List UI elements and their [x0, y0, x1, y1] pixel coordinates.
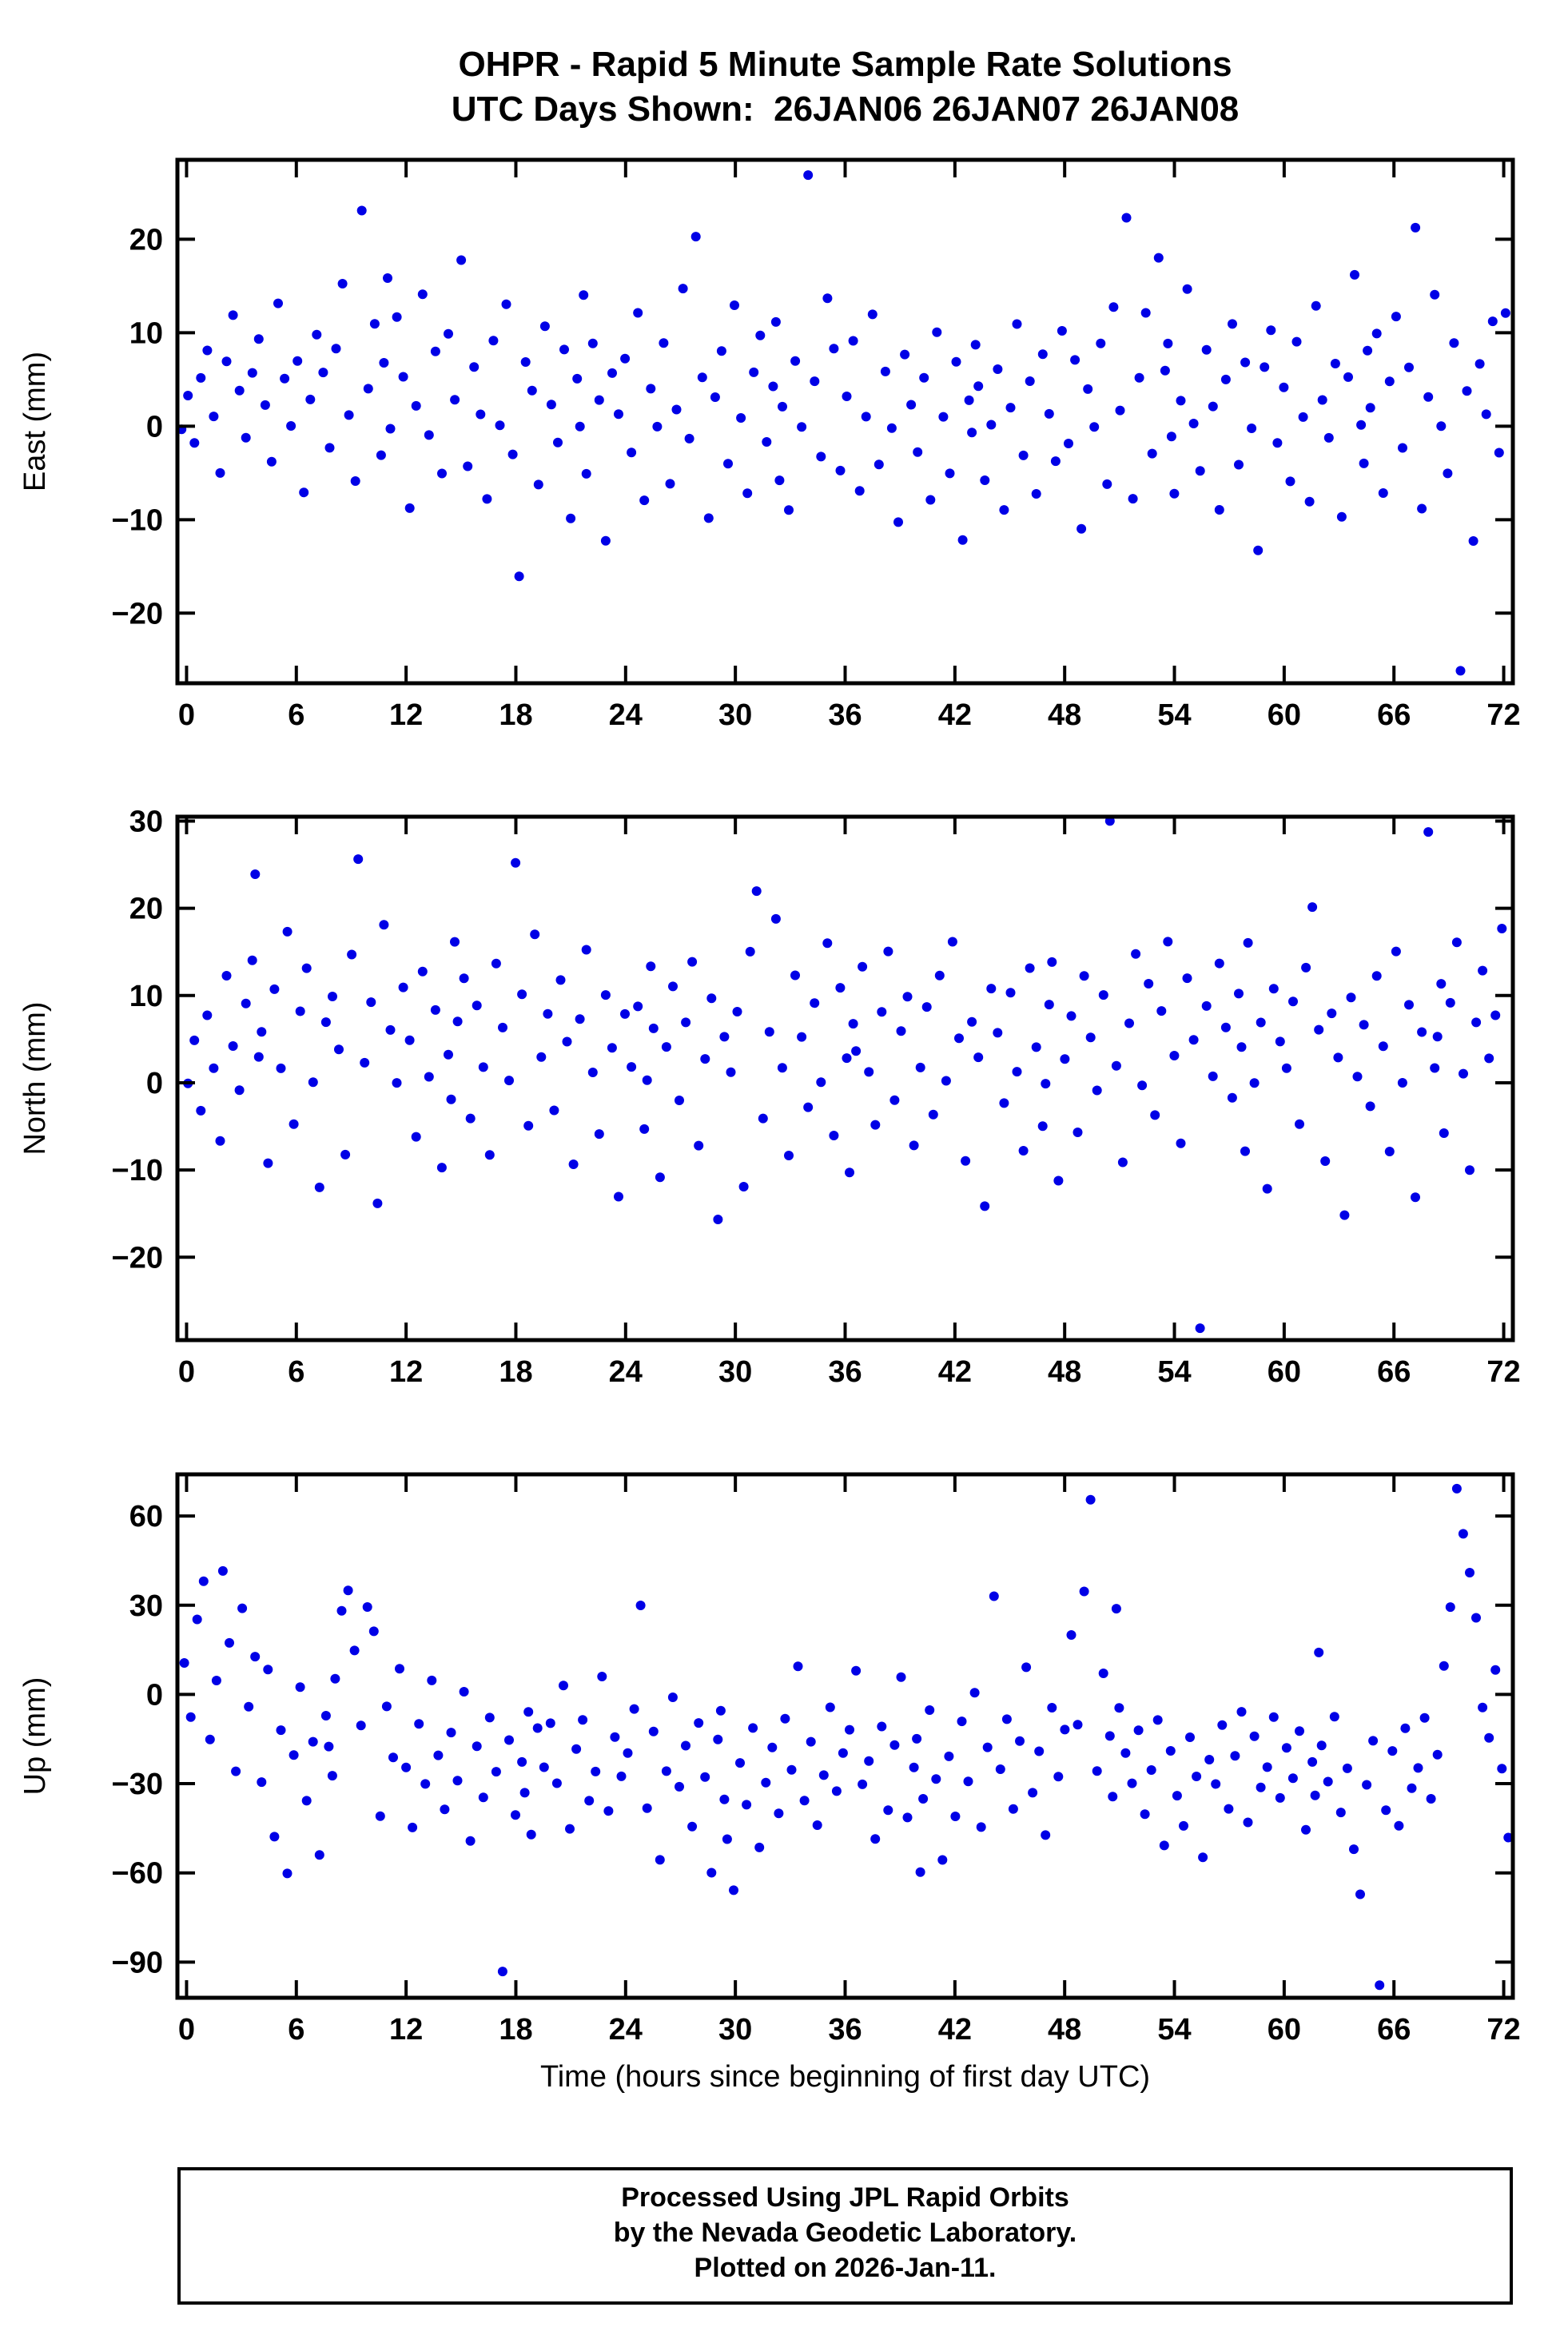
- svg-text:66: 66: [1377, 1355, 1411, 1389]
- svg-text:18: 18: [499, 698, 532, 732]
- svg-text:60: 60: [129, 1500, 163, 1533]
- svg-text:30: 30: [129, 1589, 163, 1623]
- svg-text:18: 18: [499, 2013, 532, 2047]
- up-panel-chart: 0 6 12 18 24 30 36 42 48 54 60 66 72 −90 −60 −30 0 30 60 Up…: [18, 1472, 1521, 2047]
- svg-text:54: 54: [1157, 2013, 1191, 2047]
- axes-frame: [175, 1472, 1515, 2000]
- svg-text:54: 54: [1157, 698, 1191, 732]
- y-axis-label-north: North (mm): [18, 1001, 52, 1155]
- svg-text:72: 72: [1486, 698, 1520, 732]
- svg-text:24: 24: [609, 698, 643, 732]
- svg-text:−10: −10: [112, 503, 163, 537]
- svg-text:−20: −20: [112, 597, 163, 630]
- svg-text:0: 0: [178, 698, 195, 732]
- svg-text:−60: −60: [112, 1857, 163, 1891]
- svg-text:66: 66: [1377, 2013, 1411, 2047]
- tick-labels: 0 6 12 18 24 30 36 42 48 54 60 66 72 −90 −60 −30 0 30 60: [112, 1500, 1521, 2047]
- footer-line2: by the Nevada Geodetic Laboratory.: [613, 2218, 1077, 2248]
- svg-text:12: 12: [389, 698, 423, 732]
- svg-text:6: 6: [288, 2013, 304, 2047]
- scatter-points-up: [179, 1483, 1513, 1991]
- svg-text:60: 60: [1268, 1355, 1301, 1389]
- svg-text:48: 48: [1048, 698, 1081, 732]
- svg-text:6: 6: [288, 698, 304, 732]
- svg-text:−10: −10: [112, 1154, 163, 1187]
- svg-text:60: 60: [1268, 698, 1301, 732]
- svg-text:48: 48: [1048, 2013, 1081, 2047]
- footer-line1: Processed Using JPL Rapid Orbits: [621, 2182, 1069, 2213]
- svg-text:60: 60: [1268, 2013, 1301, 2047]
- svg-text:54: 54: [1157, 1355, 1191, 1389]
- svg-text:42: 42: [938, 1355, 972, 1389]
- svg-text:24: 24: [609, 2013, 643, 2047]
- svg-text:18: 18: [499, 1355, 532, 1389]
- svg-text:10: 10: [129, 316, 163, 350]
- svg-text:20: 20: [129, 223, 163, 257]
- svg-text:12: 12: [389, 2013, 423, 2047]
- svg-text:10: 10: [129, 980, 163, 1013]
- svg-text:36: 36: [828, 2013, 862, 2047]
- x-axis-label: Time (hours since beginning of first day…: [539, 2060, 1151, 2094]
- svg-text:66: 66: [1377, 698, 1411, 732]
- svg-text:6: 6: [288, 1355, 304, 1389]
- chart-title-line1: OHPR - Rapid 5 Minute Sample Rate Soluti…: [458, 45, 1232, 84]
- svg-text:30: 30: [129, 805, 163, 838]
- scatter-points-east: [177, 170, 1510, 676]
- svg-text:36: 36: [828, 1355, 862, 1389]
- tick-labels: 0 6 12 18 24 30 36 42 48 54 60 66 72 −20 −10 0 10 20: [112, 223, 1521, 732]
- svg-text:−90: −90: [112, 1946, 163, 1979]
- axes-frame: [175, 814, 1515, 1343]
- svg-text:42: 42: [938, 2013, 972, 2047]
- svg-text:30: 30: [718, 2013, 752, 2047]
- east-panel-chart: 0 6 12 18 24 30 36 42 48 54 60 66 72 −20 −10 0 10 20 East …: [18, 157, 1521, 732]
- svg-text:0: 0: [178, 2013, 195, 2047]
- chart-title-line2: UTC Days Shown: 26JAN06 26JAN07 26JAN08: [451, 90, 1240, 129]
- svg-text:24: 24: [609, 1355, 643, 1389]
- scatter-points-north: [183, 817, 1507, 1334]
- svg-text:0: 0: [146, 1678, 163, 1712]
- tick-marks: [177, 160, 1513, 683]
- tick-labels: 0 6 12 18 24 30 36 42 48 54 60 66 72 −20 −10 0 10 20 30: [112, 805, 1521, 1389]
- footer-box: Processed Using JPL Rapid Orbits by the …: [177, 2167, 1513, 2305]
- footer-line3: Plotted on 2026-Jan-11.: [694, 2253, 997, 2283]
- svg-text:36: 36: [828, 698, 862, 732]
- svg-text:0: 0: [146, 410, 163, 444]
- svg-text:12: 12: [389, 1355, 423, 1389]
- axes-frame: [175, 157, 1515, 686]
- svg-text:72: 72: [1486, 2013, 1520, 2047]
- svg-text:42: 42: [938, 698, 972, 732]
- y-axis-label-up: Up (mm): [18, 1677, 52, 1796]
- svg-text:72: 72: [1486, 1355, 1520, 1389]
- svg-text:20: 20: [129, 893, 163, 926]
- tick-marks: [177, 1474, 1513, 1998]
- svg-text:0: 0: [146, 1067, 163, 1100]
- svg-text:−20: −20: [112, 1241, 163, 1275]
- svg-text:30: 30: [718, 698, 752, 732]
- svg-text:30: 30: [718, 1355, 752, 1389]
- tick-marks: [177, 817, 1513, 1340]
- svg-text:−30: −30: [112, 1768, 163, 1801]
- svg-text:48: 48: [1048, 1355, 1081, 1389]
- north-panel-chart: 0 6 12 18 24 30 36 42 48 54 60 66 72 −20 −10 0 10 20 30 Nor…: [18, 805, 1521, 1389]
- svg-text:0: 0: [178, 1355, 195, 1389]
- y-axis-label-east: East (mm): [18, 352, 52, 491]
